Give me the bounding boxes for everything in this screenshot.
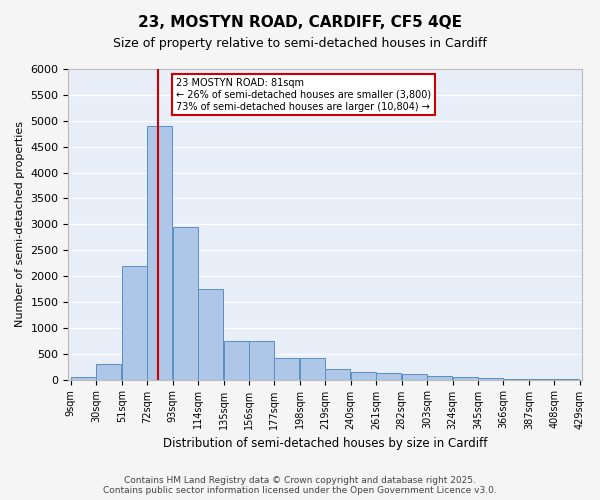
Bar	[529, 379, 554, 380]
Bar	[224, 340, 248, 380]
Bar	[274, 358, 299, 380]
Bar	[122, 266, 147, 380]
Bar	[351, 372, 376, 380]
Bar	[325, 369, 350, 380]
Y-axis label: Number of semi-detached properties: Number of semi-detached properties	[15, 122, 25, 328]
Bar	[427, 376, 452, 380]
Bar	[147, 126, 172, 380]
Bar	[401, 374, 427, 380]
Bar	[71, 377, 96, 380]
Bar	[452, 377, 478, 380]
Bar	[376, 374, 401, 380]
Bar	[478, 378, 503, 380]
Text: 23 MOSTYN ROAD: 81sqm
← 26% of semi-detached houses are smaller (3,800)
73% of s: 23 MOSTYN ROAD: 81sqm ← 26% of semi-deta…	[176, 78, 431, 112]
Bar	[300, 358, 325, 380]
Text: 23, MOSTYN ROAD, CARDIFF, CF5 4QE: 23, MOSTYN ROAD, CARDIFF, CF5 4QE	[138, 15, 462, 30]
Bar	[173, 227, 197, 380]
Text: Contains HM Land Registry data © Crown copyright and database right 2025.
Contai: Contains HM Land Registry data © Crown c…	[103, 476, 497, 495]
X-axis label: Distribution of semi-detached houses by size in Cardiff: Distribution of semi-detached houses by …	[163, 437, 487, 450]
Bar	[503, 379, 529, 380]
Text: Size of property relative to semi-detached houses in Cardiff: Size of property relative to semi-detach…	[113, 38, 487, 51]
Bar	[96, 364, 121, 380]
Bar	[249, 340, 274, 380]
Bar	[198, 289, 223, 380]
